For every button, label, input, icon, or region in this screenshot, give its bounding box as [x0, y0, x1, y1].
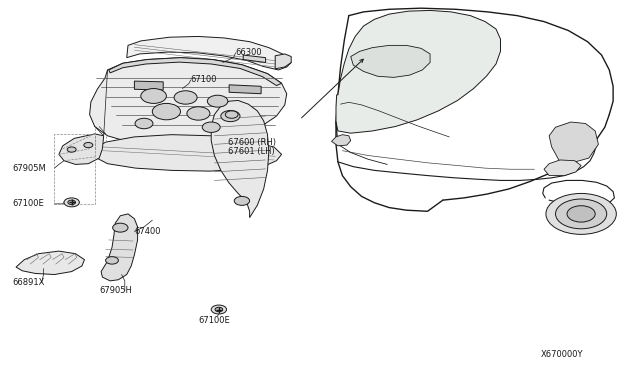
Circle shape [556, 199, 607, 229]
Text: 67905H: 67905H [99, 286, 132, 295]
Text: 67100: 67100 [191, 76, 217, 84]
Polygon shape [211, 100, 269, 218]
Text: 67100E: 67100E [13, 199, 45, 208]
Circle shape [202, 122, 220, 132]
Circle shape [106, 257, 118, 264]
Circle shape [67, 147, 76, 152]
Polygon shape [336, 10, 500, 133]
Polygon shape [134, 81, 163, 90]
Text: 67600 (RH): 67600 (RH) [228, 138, 276, 147]
Text: X670000Y: X670000Y [541, 350, 583, 359]
Circle shape [174, 91, 197, 104]
Circle shape [207, 95, 228, 107]
Polygon shape [332, 135, 351, 146]
Polygon shape [90, 58, 287, 145]
Circle shape [84, 142, 93, 148]
Circle shape [211, 305, 227, 314]
Polygon shape [59, 134, 104, 164]
Text: 67601 (LH): 67601 (LH) [228, 147, 275, 156]
Circle shape [135, 118, 153, 129]
Circle shape [215, 307, 223, 312]
Text: 67100E: 67100E [198, 316, 230, 325]
Polygon shape [101, 214, 138, 281]
Circle shape [225, 111, 238, 118]
Polygon shape [275, 54, 291, 69]
Polygon shape [544, 160, 581, 176]
Circle shape [546, 193, 616, 234]
Circle shape [113, 223, 128, 232]
Circle shape [64, 198, 79, 207]
Circle shape [234, 196, 250, 205]
Polygon shape [95, 135, 282, 171]
Polygon shape [351, 45, 430, 77]
Text: 66891X: 66891X [13, 278, 45, 287]
Circle shape [221, 110, 240, 122]
Polygon shape [109, 58, 282, 86]
Text: 67905M: 67905M [13, 164, 47, 173]
Circle shape [68, 200, 76, 205]
Text: 67400: 67400 [134, 227, 161, 236]
Polygon shape [229, 85, 261, 94]
Circle shape [187, 107, 210, 120]
Polygon shape [127, 36, 291, 70]
Circle shape [152, 103, 180, 120]
Circle shape [567, 206, 595, 222]
Polygon shape [16, 251, 84, 275]
Polygon shape [243, 55, 266, 62]
Text: 66300: 66300 [236, 48, 262, 57]
Circle shape [141, 89, 166, 103]
Polygon shape [549, 122, 598, 166]
